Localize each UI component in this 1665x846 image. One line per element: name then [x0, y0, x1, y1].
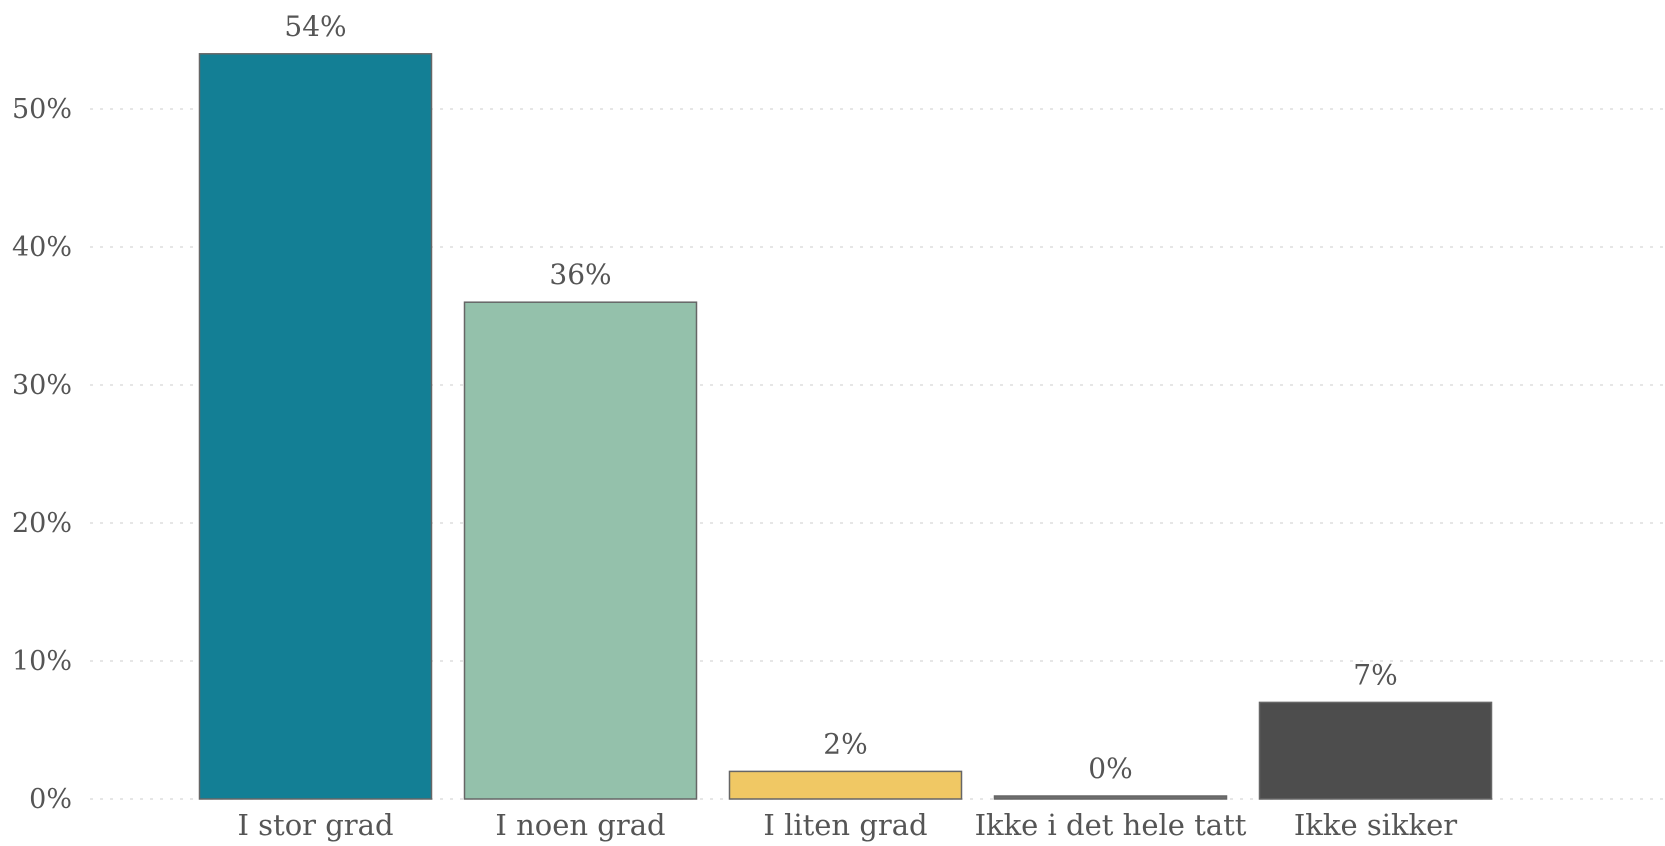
y-tick-label: 20%: [12, 508, 72, 539]
y-tick-label: 0%: [29, 784, 72, 815]
bar: [993, 795, 1228, 800]
y-tick-label: 40%: [12, 232, 72, 263]
x-category-label: I noen grad: [495, 808, 665, 842]
x-category-label: Ikke sikker: [1294, 808, 1457, 842]
bar: [463, 301, 698, 800]
bar-value-label: 7%: [1353, 658, 1397, 691]
x-axis-labels: I stor grad I noen grad I liten grad Ikke i…: [237, 808, 1457, 842]
bar-value-label: 36%: [549, 258, 611, 291]
y-tick-label: 50%: [12, 94, 72, 125]
bars: [198, 53, 1493, 800]
x-category-label: Ikke i det hele tatt: [975, 808, 1247, 842]
y-tick-label: 30%: [12, 370, 72, 401]
bar-value-label: 0%: [1088, 752, 1132, 785]
bar-value-label: 54%: [284, 10, 346, 43]
bar: [198, 53, 433, 800]
bar: [728, 770, 963, 800]
x-category-label: I stor grad: [237, 808, 393, 842]
bar-value-label: 2%: [823, 727, 867, 760]
y-tick-label: 10%: [12, 646, 72, 677]
y-axis-ticks: 0% 10% 20% 30% 40% 50%: [12, 94, 72, 815]
data-labels: 54% 36% 2% 0% 7%: [284, 10, 1397, 785]
bar: [1258, 701, 1493, 800]
x-category-label: I liten grad: [763, 808, 927, 842]
